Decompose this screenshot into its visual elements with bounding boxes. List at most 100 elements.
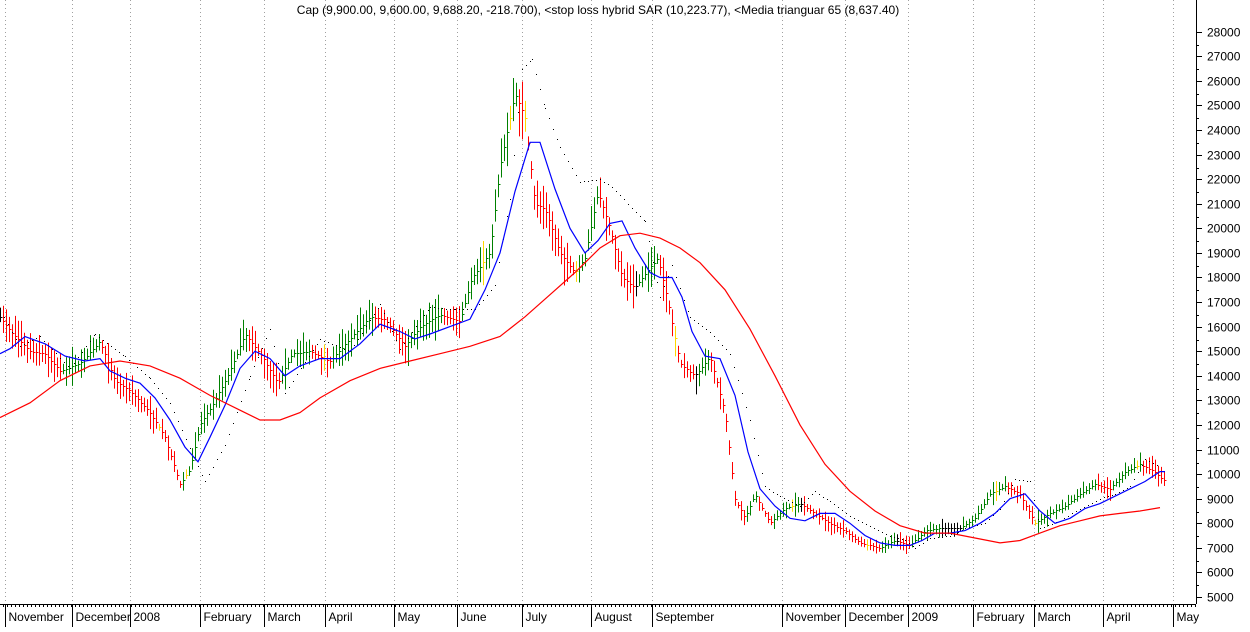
sar-dot <box>874 528 875 529</box>
sar-dot <box>592 180 593 181</box>
sar-dot <box>254 366 255 367</box>
y-tick-label: 12000 <box>1207 419 1241 433</box>
sar-dot <box>1080 509 1081 510</box>
sar-dot <box>282 380 283 381</box>
sar-dot <box>878 530 879 531</box>
sar-dot <box>158 388 159 389</box>
sar-dot <box>129 360 130 361</box>
sar-dot <box>722 345 723 346</box>
sar-dot <box>1130 486 1131 487</box>
x-tick-label: February <box>204 610 252 624</box>
sar-dot <box>1153 463 1154 464</box>
sar-dot <box>44 341 45 342</box>
sar-dot <box>758 455 759 456</box>
sar-dot <box>266 338 267 339</box>
sar-dot <box>68 366 69 367</box>
y-tick-label: 15000 <box>1207 345 1241 359</box>
sar-dot <box>530 61 531 62</box>
sar-dot <box>1092 503 1093 504</box>
sar-dot <box>305 362 306 363</box>
sar-dot <box>396 340 397 341</box>
sar-dot <box>600 179 601 180</box>
sar-dot <box>796 504 797 505</box>
sar-dot <box>668 276 669 277</box>
sar-dot <box>16 339 17 340</box>
sar-dot <box>459 309 460 310</box>
x-tick-label: February <box>977 610 1025 624</box>
sar-dot <box>549 118 550 119</box>
sar-dot <box>274 346 275 347</box>
x-tick-label: 2008 <box>134 610 161 624</box>
y-tick-label: 27000 <box>1207 50 1241 64</box>
sar-dot <box>858 520 859 521</box>
sar-dot <box>64 362 65 363</box>
sar-dot <box>229 434 230 435</box>
sar-dot <box>137 367 138 368</box>
sar-dot <box>125 356 126 357</box>
sar-dot <box>645 221 646 222</box>
sar-dot <box>870 526 871 527</box>
sar-dot <box>919 545 920 546</box>
sar-dot <box>636 212 637 213</box>
sar-dot <box>854 518 855 519</box>
sar-dot <box>344 349 345 350</box>
sar-dot <box>1027 481 1028 482</box>
sar-dot <box>762 473 763 474</box>
sar-dot <box>1119 492 1120 493</box>
sar-dot <box>850 516 851 517</box>
sar-dot <box>830 501 831 502</box>
sar-dot <box>1108 496 1109 497</box>
sar-dot <box>1068 516 1069 517</box>
sar-dot <box>145 374 146 375</box>
sar-dot <box>450 309 451 310</box>
sar-dot <box>1019 480 1020 481</box>
sar-dot <box>773 492 774 493</box>
sar-dot <box>624 199 625 200</box>
sar-dot <box>694 320 695 321</box>
sar-dot <box>249 379 250 380</box>
sar-dot <box>8 324 9 325</box>
y-tick-label: 16000 <box>1207 321 1241 335</box>
sar-dot <box>834 504 835 505</box>
sar-dot <box>1096 501 1097 502</box>
sar-dot <box>913 546 914 547</box>
sar-dot <box>392 331 393 332</box>
sar-dot <box>258 357 259 358</box>
sar-dot <box>958 532 959 533</box>
sar-dot <box>536 74 537 75</box>
sar-dot <box>1138 472 1139 473</box>
x-tick-label: March <box>268 610 301 624</box>
sar-dot <box>568 161 569 162</box>
sar-dot <box>408 338 409 339</box>
sar-dot <box>698 323 699 324</box>
sar-dot <box>718 340 719 341</box>
sar-dot <box>750 420 751 421</box>
sar-dot <box>823 497 824 498</box>
sar-dot <box>819 494 820 495</box>
sar-dot <box>942 537 943 538</box>
sar-dot <box>580 182 581 183</box>
moving-average-series <box>0 141 1165 546</box>
sar-dot <box>930 538 931 539</box>
sar-dot <box>584 181 585 182</box>
sar-dot <box>915 548 916 549</box>
sar-dot <box>420 321 421 322</box>
sar-dot <box>366 326 367 327</box>
sar-dot <box>532 59 533 60</box>
sar-dot <box>730 354 731 355</box>
sar-dot <box>1157 465 1158 466</box>
sar-dot <box>1084 507 1085 508</box>
sar-dot <box>905 540 906 541</box>
x-tick-label: May <box>398 610 421 624</box>
sar-dot <box>324 341 325 342</box>
sar-dot <box>1115 494 1116 495</box>
sar-dot <box>526 65 527 66</box>
sar-dot <box>467 309 468 310</box>
sar-dot <box>965 528 966 529</box>
sar-dot <box>800 506 801 507</box>
sar-dot <box>221 452 222 453</box>
sar-dot <box>898 538 899 539</box>
